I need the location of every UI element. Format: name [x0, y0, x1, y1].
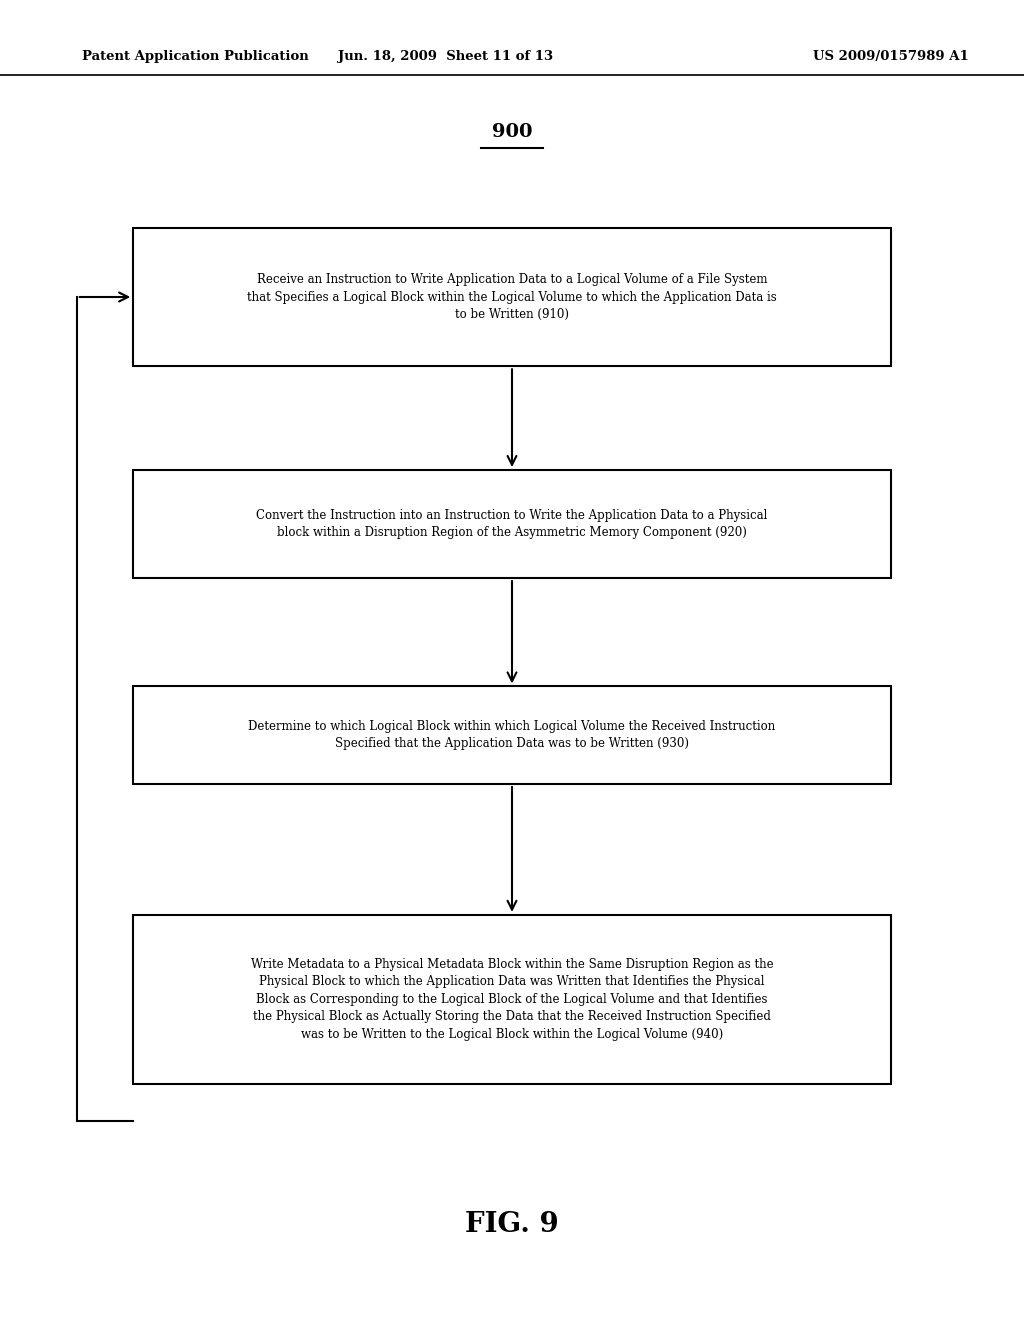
- Text: Determine to which Logical Block within which Logical Volume the Received Instru: Determine to which Logical Block within …: [249, 719, 775, 751]
- Text: FIG. 9: FIG. 9: [465, 1212, 559, 1238]
- Text: Receive an Instruction to Write Application Data to a Logical Volume of a File S: Receive an Instruction to Write Applicat…: [247, 273, 777, 321]
- Bar: [133, 915, 891, 1084]
- Text: US 2009/0157989 A1: US 2009/0157989 A1: [813, 50, 969, 63]
- Text: Convert the Instruction into an Instruction to Write the Application Data to a P: Convert the Instruction into an Instruct…: [256, 508, 768, 540]
- Text: 900: 900: [492, 123, 532, 141]
- Text: Write Metadata to a Physical Metadata Block within the Same Disruption Region as: Write Metadata to a Physical Metadata Bl…: [251, 958, 773, 1040]
- Bar: [133, 686, 891, 784]
- Bar: [133, 470, 891, 578]
- Bar: [133, 227, 891, 366]
- Text: Jun. 18, 2009  Sheet 11 of 13: Jun. 18, 2009 Sheet 11 of 13: [338, 50, 553, 63]
- Text: Patent Application Publication: Patent Application Publication: [82, 50, 308, 63]
